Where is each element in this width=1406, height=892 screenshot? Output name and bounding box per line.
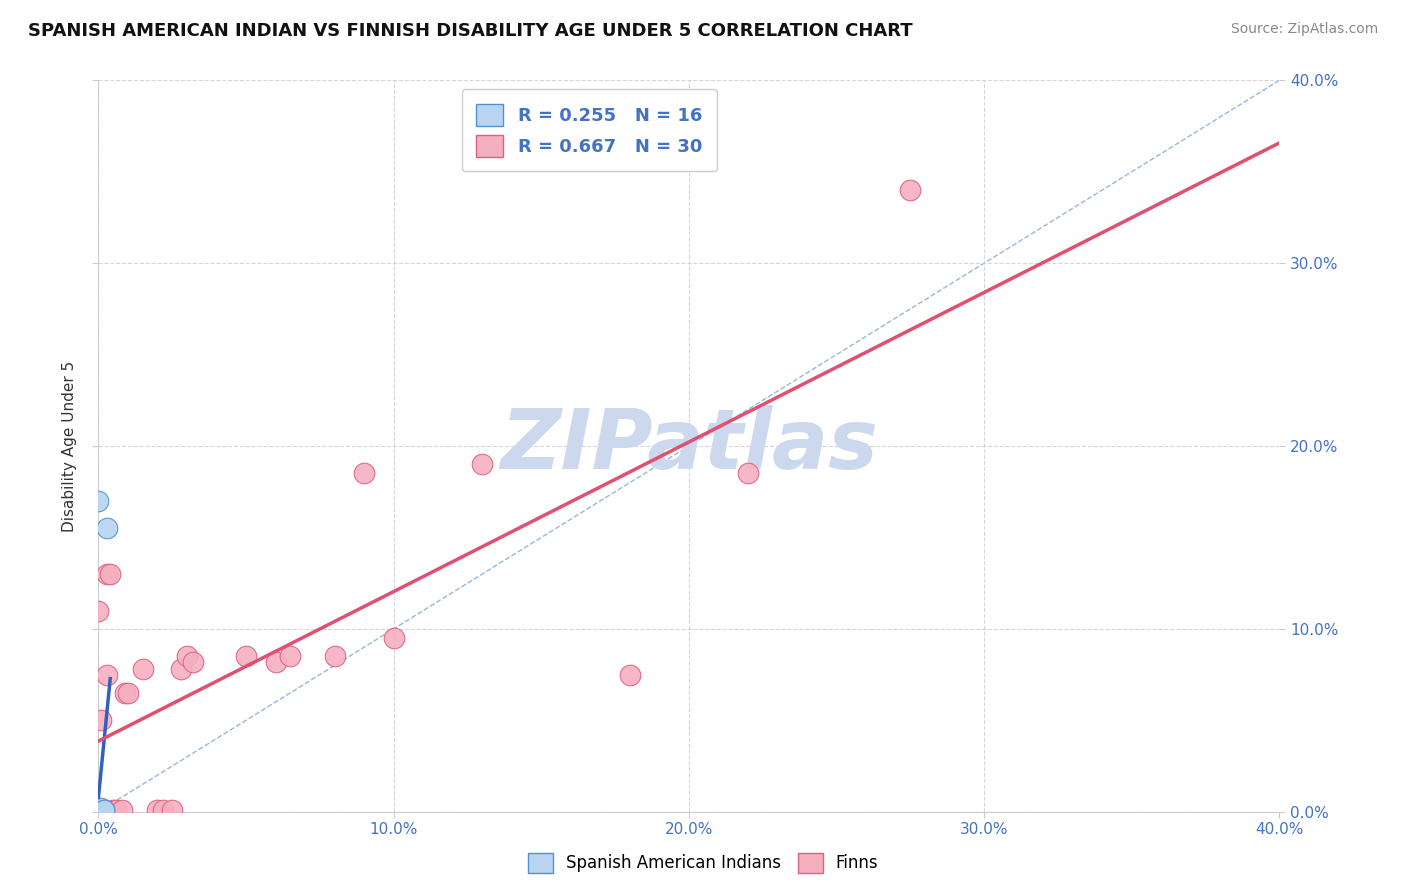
Point xyxy=(90,714,112,728)
Point xyxy=(93,803,115,817)
Text: Source: ZipAtlas.com: Source: ZipAtlas.com xyxy=(1230,22,1378,37)
Point xyxy=(278,649,302,664)
Point xyxy=(737,467,759,481)
Point xyxy=(87,803,110,817)
Point xyxy=(181,655,204,669)
Point xyxy=(90,803,112,817)
Point xyxy=(146,803,169,817)
Point xyxy=(114,686,136,700)
Point xyxy=(900,183,922,197)
Point xyxy=(87,803,110,817)
Point xyxy=(117,686,139,700)
Point xyxy=(87,805,110,819)
Point xyxy=(93,803,115,817)
Point xyxy=(90,805,112,819)
Point xyxy=(87,803,110,817)
Text: ZIPatlas: ZIPatlas xyxy=(501,406,877,486)
Point xyxy=(90,803,112,817)
Point xyxy=(105,803,128,817)
Point xyxy=(176,649,198,664)
Point xyxy=(87,603,110,617)
Point xyxy=(471,458,494,472)
Point xyxy=(98,567,121,582)
Point xyxy=(87,805,110,819)
Point xyxy=(264,655,287,669)
Point xyxy=(87,803,110,817)
Point xyxy=(90,803,112,817)
Point xyxy=(87,805,110,819)
Point xyxy=(96,667,118,681)
Point xyxy=(619,667,641,681)
Y-axis label: Disability Age Under 5: Disability Age Under 5 xyxy=(62,360,77,532)
Point xyxy=(162,803,183,817)
Text: SPANISH AMERICAN INDIAN VS FINNISH DISABILITY AGE UNDER 5 CORRELATION CHART: SPANISH AMERICAN INDIAN VS FINNISH DISAB… xyxy=(28,22,912,40)
Legend: R = 0.255   N = 16, R = 0.667   N = 30: R = 0.255 N = 16, R = 0.667 N = 30 xyxy=(461,89,717,171)
Point xyxy=(323,649,346,664)
Point xyxy=(90,801,112,815)
Point xyxy=(170,662,193,676)
Point xyxy=(235,649,257,664)
Point xyxy=(353,467,375,481)
Legend: Spanish American Indians, Finns: Spanish American Indians, Finns xyxy=(520,847,886,880)
Point xyxy=(382,631,405,645)
Point xyxy=(90,803,112,817)
Point xyxy=(90,803,112,817)
Point xyxy=(96,567,118,582)
Point xyxy=(103,803,125,817)
Point xyxy=(132,662,155,676)
Point xyxy=(111,803,134,817)
Point xyxy=(93,803,115,817)
Point xyxy=(96,521,118,535)
Point xyxy=(152,803,174,817)
Point xyxy=(87,493,110,508)
